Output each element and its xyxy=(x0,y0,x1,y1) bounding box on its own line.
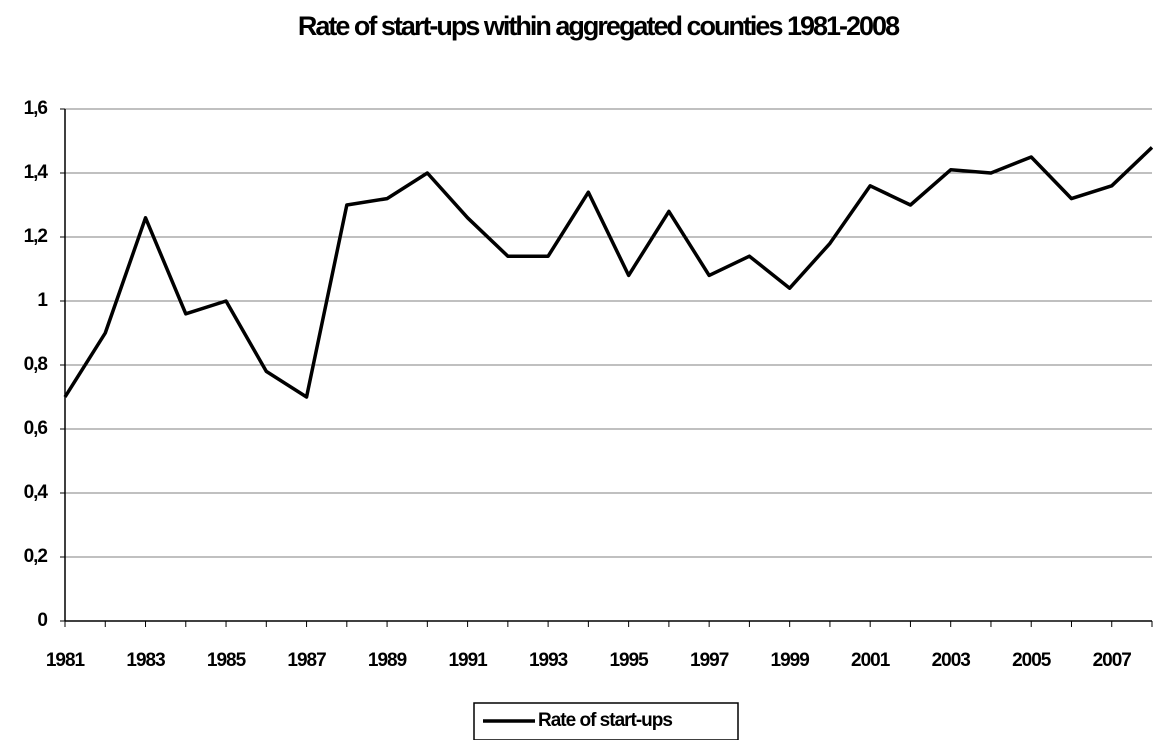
x-tick-label: 1993 xyxy=(529,650,568,671)
y-tick-label: 0,6 xyxy=(24,418,48,439)
x-tick-label: 1987 xyxy=(287,650,326,671)
x-tick-label: 1991 xyxy=(448,650,488,671)
x-tick-label: 2003 xyxy=(932,650,971,671)
y-tick-label: 1,2 xyxy=(24,226,48,247)
x-tick-label: 1989 xyxy=(368,650,407,671)
y-tick-label: 1,4 xyxy=(24,162,49,183)
x-tick-label: 1983 xyxy=(126,650,165,671)
line-series xyxy=(63,146,1153,399)
x-tick-label: 1999 xyxy=(771,650,810,671)
x-tick-label: 1995 xyxy=(609,650,649,671)
chart-title: Rate of start-ups within aggregated coun… xyxy=(298,11,900,41)
y-tick-label: 0,4 xyxy=(24,482,49,503)
x-tick-label: 1997 xyxy=(690,650,729,671)
x-tick-label: 1981 xyxy=(46,650,86,671)
legend: Rate of start-ups xyxy=(473,702,739,740)
y-tick-label: 1 xyxy=(37,290,48,311)
x-tick-label: 2001 xyxy=(851,650,891,671)
y-tick-label: 0,8 xyxy=(24,354,48,375)
x-tick-label: 2007 xyxy=(1093,650,1132,671)
y-tick-label: 0,2 xyxy=(24,546,48,567)
x-tick-label: 1985 xyxy=(207,650,247,671)
y-tick-label: 1,6 xyxy=(24,98,48,119)
x-tick-label: 2005 xyxy=(1012,650,1052,671)
y-tick-label: 0 xyxy=(37,610,47,631)
legend-label: Rate of start-ups xyxy=(538,710,672,731)
